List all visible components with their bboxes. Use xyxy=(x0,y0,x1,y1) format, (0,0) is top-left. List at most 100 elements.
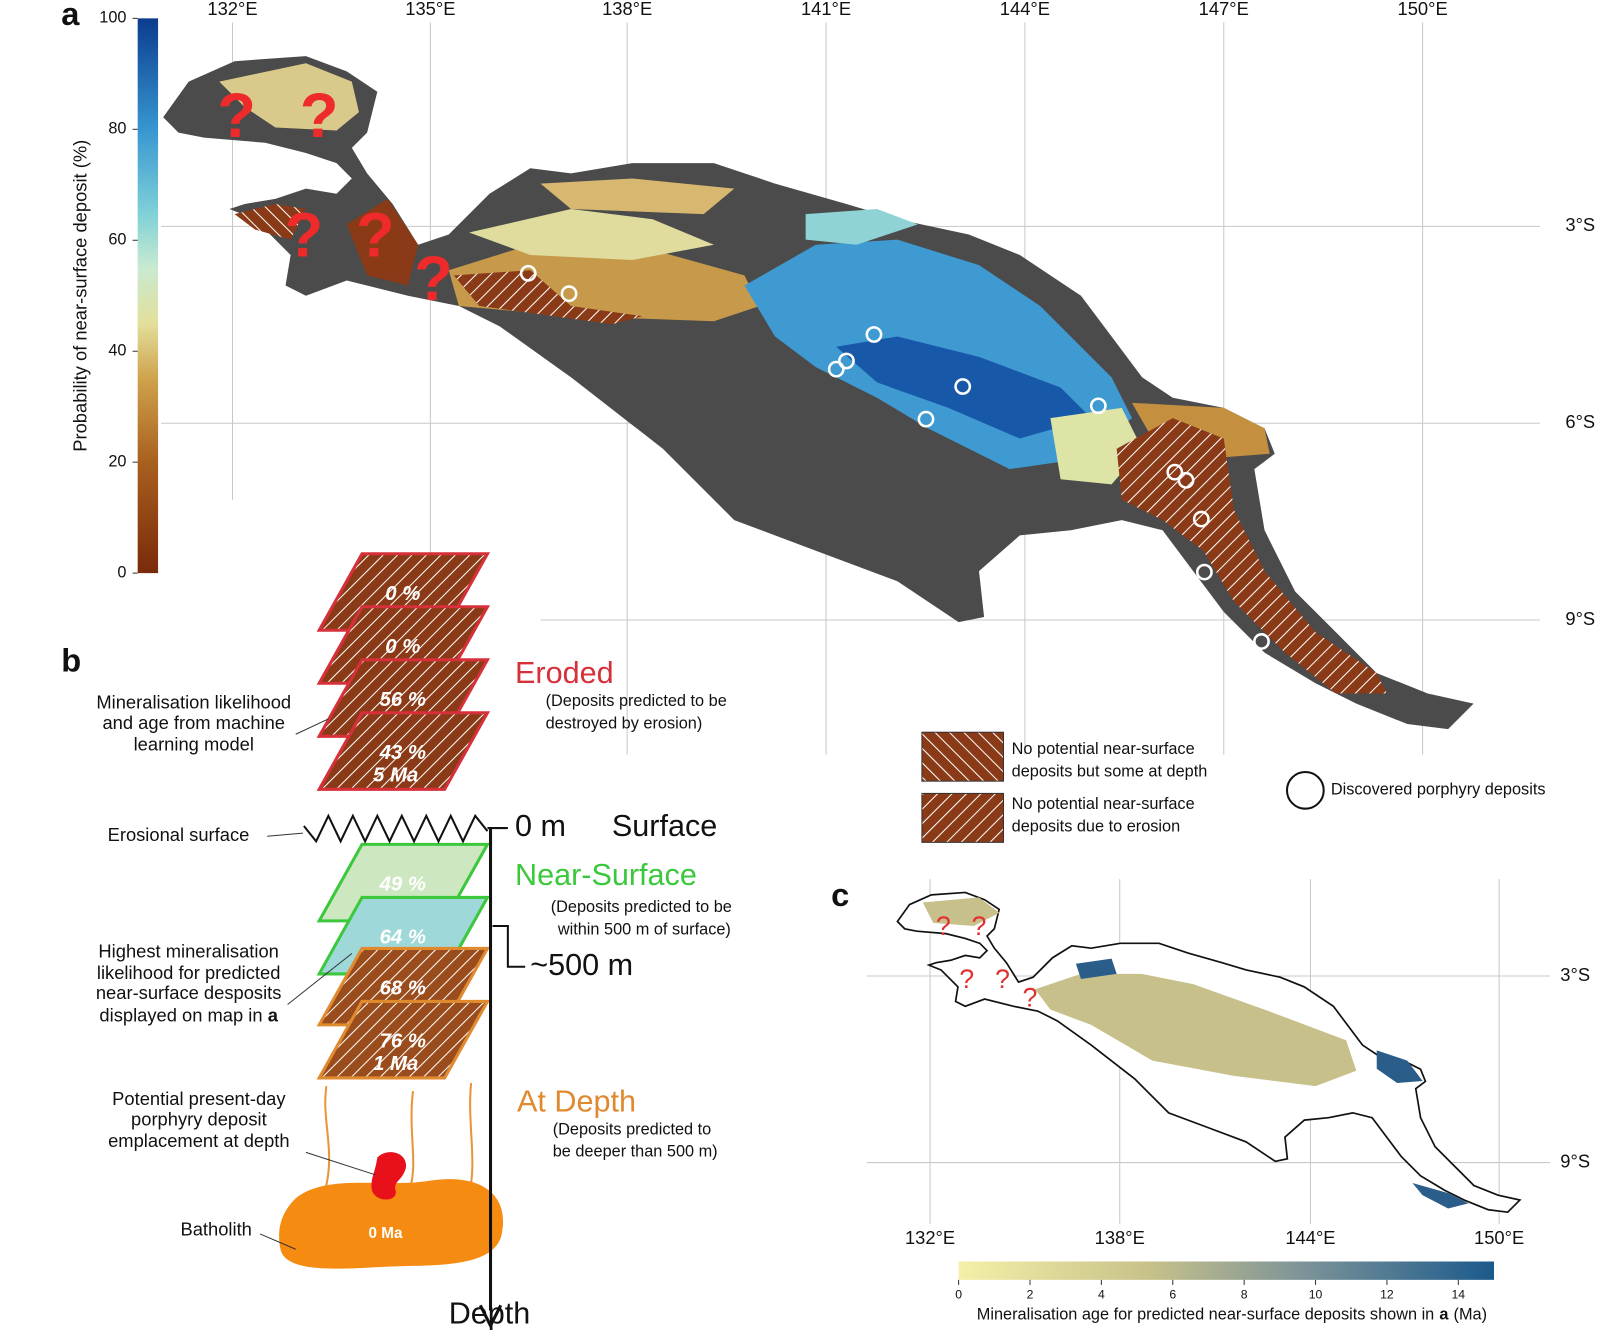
annotation: emplacement at depth xyxy=(108,1130,290,1151)
annotation: displayed on map in a xyxy=(99,1005,278,1026)
lat-label: 3°S xyxy=(1560,964,1590,985)
lon-label: 138°E xyxy=(602,0,652,19)
legend-text: Discovered porphyry deposits xyxy=(1331,781,1546,799)
unknown-mark: ? xyxy=(1023,982,1038,1012)
lon-labels: 132°E 138°E 144°E 150°E xyxy=(905,1227,1524,1248)
section-note: (Deposits predicted to be xyxy=(546,692,727,710)
depth-label: ~500 m xyxy=(530,948,633,982)
layer-likelihood: 0 % xyxy=(385,636,420,658)
colorbar-tick-label: 6 xyxy=(1169,1287,1176,1301)
legend-swatch xyxy=(1285,770,1325,810)
deposit-body xyxy=(371,1152,407,1200)
vein xyxy=(323,1085,331,1194)
unknown-mark: ? xyxy=(959,964,974,994)
probability-zone xyxy=(540,178,735,215)
legend-text: No potential near-surface xyxy=(1012,795,1195,813)
lon-label: 144°E xyxy=(1285,1227,1335,1248)
colorbar xyxy=(958,1261,1495,1280)
deposit xyxy=(1253,633,1270,650)
layer-likelihood: 76 % xyxy=(380,1031,426,1053)
lon-label: 141°E xyxy=(801,0,851,19)
deposit xyxy=(1089,397,1107,415)
panel-label: c xyxy=(831,876,849,913)
layer-likelihood: 49 % xyxy=(379,874,426,896)
annotation: learning model xyxy=(134,733,254,754)
panel-c: c ????? 132°E 138°E 144°E 150°E 3°S 9°S 0 2 4 6… xyxy=(831,876,1590,1324)
section-note: (Deposits predicted to xyxy=(553,1120,712,1138)
deposit xyxy=(519,264,537,282)
annotation: Erosional surface xyxy=(108,824,250,845)
age-zone xyxy=(1075,958,1117,980)
unknown-mark: ? xyxy=(285,200,324,270)
annotation: Mineralisation likelihood xyxy=(96,692,291,713)
layer-likelihood: 43 % xyxy=(379,742,426,764)
deposit xyxy=(1177,471,1195,489)
lat-label: 9°S xyxy=(1565,608,1595,629)
vein xyxy=(408,1091,415,1189)
lon-label: 132°E xyxy=(905,1227,955,1248)
age-zone xyxy=(1376,1050,1423,1084)
age-zone xyxy=(1035,973,1357,1087)
depth-zone xyxy=(234,203,306,240)
legend-swatch xyxy=(921,792,1004,843)
probability-zone xyxy=(219,63,359,131)
annotation: and age from machine xyxy=(102,712,285,733)
leader-line xyxy=(295,718,329,735)
unknown-marks: ????? xyxy=(936,911,1037,1012)
legend-swatch xyxy=(921,731,1004,782)
colorbar-tick-label: 0 xyxy=(117,563,126,581)
layer-likelihood: 68 % xyxy=(380,978,426,1000)
figure-body: a xyxy=(61,0,1595,1331)
colorbar xyxy=(137,18,159,574)
lon-label: 135°E xyxy=(405,0,455,19)
lat-labels: 3°S 9°S xyxy=(1560,964,1590,1172)
label-part: a xyxy=(1439,1306,1449,1324)
section-title: Near-Surface xyxy=(515,858,697,892)
deposit xyxy=(865,326,883,343)
unknown-mark: ? xyxy=(414,244,453,314)
deposit xyxy=(1195,563,1213,581)
deposit xyxy=(917,410,935,428)
probability-zone xyxy=(836,336,1092,439)
depth-arrow xyxy=(478,1304,503,1330)
colorbar-tick-label: 12 xyxy=(1380,1287,1394,1301)
lat-label: 6°S xyxy=(1565,411,1595,432)
depth-bracket xyxy=(492,924,526,968)
section-note: be deeper than 500 m) xyxy=(553,1143,718,1161)
deposit xyxy=(1166,463,1184,481)
unknown-mark: ? xyxy=(300,81,339,151)
lat-labels: 3°S 6°S 9°S xyxy=(1565,214,1595,629)
layer-likelihood: 56 % xyxy=(380,689,426,711)
leader-line xyxy=(259,1233,296,1250)
unknown-mark: ? xyxy=(995,964,1010,994)
lon-label: 132°E xyxy=(207,0,257,19)
deposit xyxy=(838,352,855,370)
annotation: likelihood for predicted xyxy=(97,962,281,983)
lat-label: 9°S xyxy=(1560,1150,1590,1171)
legend-text: No potential near-surface xyxy=(1012,740,1195,758)
colorbar-label: Mineralisation age for predicted near-su… xyxy=(977,1306,1487,1324)
batholith xyxy=(279,1179,504,1269)
section-note: within 500 m of surface) xyxy=(557,920,731,938)
leader-line xyxy=(267,832,303,837)
probability-zone xyxy=(469,209,714,261)
unknown-mark: ? xyxy=(936,911,951,941)
erosional-surface xyxy=(303,813,489,844)
colorbar-tick-label: 8 xyxy=(1241,1287,1248,1301)
annotation: Highest mineralisation xyxy=(98,940,278,961)
annotation: Batholith xyxy=(181,1219,252,1240)
unknown-mark: ? xyxy=(356,200,395,270)
eroded-zone xyxy=(453,270,643,325)
colorbar-tick-label: 10 xyxy=(1309,1287,1323,1301)
label-part: Mineralisation age for predicted near-su… xyxy=(977,1306,1434,1324)
lon-label: 144°E xyxy=(1000,0,1050,19)
layer-likelihood: 64 % xyxy=(380,927,426,949)
panel-label: b xyxy=(61,641,81,678)
lon-label: 138°E xyxy=(1095,1227,1145,1248)
legend-text: deposits due to erosion xyxy=(1012,817,1181,835)
layer-age: 1 Ma xyxy=(373,1053,418,1075)
depth-label: 0 m xyxy=(515,809,566,843)
depth-zone xyxy=(346,198,419,286)
